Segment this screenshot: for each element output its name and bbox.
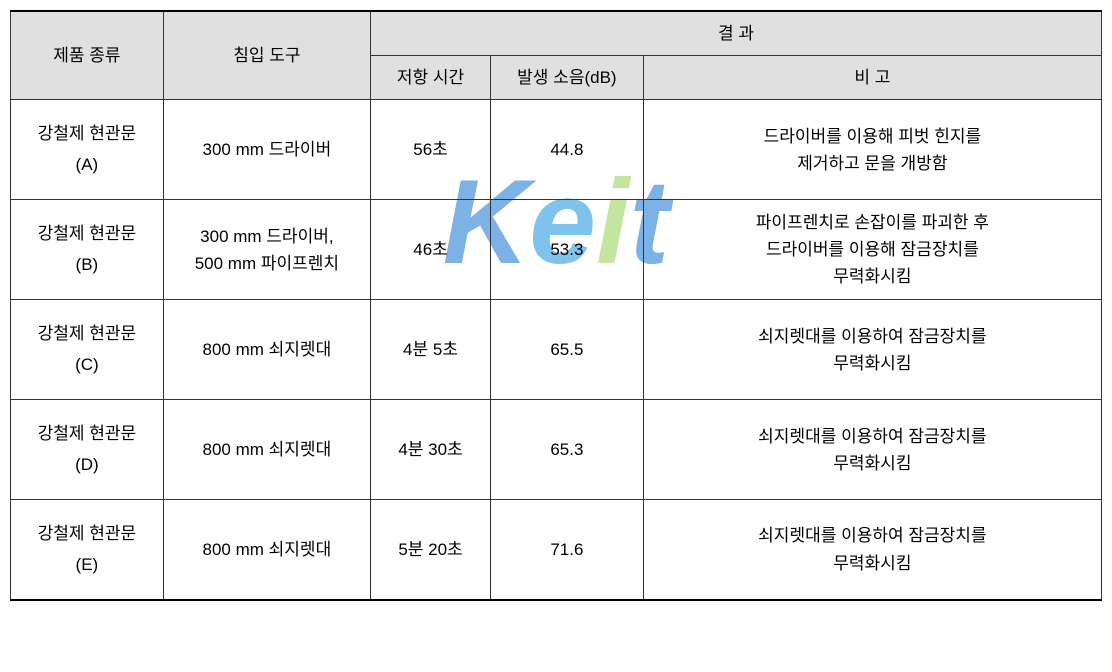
note-text: 쇠지렛대를 이용하여 잠금장치를 — [758, 526, 986, 545]
table-row: 강철제 현관문 (D) 800 mm 쇠지렛대 4분 30초 65.3 쇠지렛대… — [11, 400, 1102, 500]
note-text: 무력화시킴 — [833, 454, 911, 473]
product-name-text: 강철제 현관문 — [38, 224, 137, 243]
cell-product: 강철제 현관문 (D) — [11, 400, 164, 500]
header-product-type: 제품 종류 — [11, 11, 164, 100]
cell-product: 강철제 현관문 (B) — [11, 200, 164, 300]
product-code-text: (C) — [75, 355, 99, 374]
product-code-text: (D) — [75, 455, 99, 474]
cell-time: 46초 — [371, 200, 491, 300]
cell-tool: 800 mm 쇠지렛대 — [163, 500, 370, 600]
note-text: 드라이버를 이용해 피벗 힌지를 — [764, 127, 982, 146]
cell-noise: 71.6 — [491, 500, 644, 600]
note-text: 무력화시킴 — [833, 267, 911, 286]
note-text: 쇠지렛대를 이용하여 잠금장치를 — [758, 427, 986, 446]
note-text: 파이프렌치로 손잡이를 파괴한 후 — [756, 213, 989, 232]
note-text: 제거하고 문을 개방함 — [797, 154, 947, 173]
tool-text: 500 mm 파이프렌치 — [195, 254, 339, 273]
note-text: 쇠지렛대를 이용하여 잠금장치를 — [758, 327, 986, 346]
cell-noise: 65.3 — [491, 400, 644, 500]
cell-time: 5분 20초 — [371, 500, 491, 600]
product-name-text: 강철제 현관문 — [38, 424, 137, 443]
note-text: 무력화시킴 — [833, 554, 911, 573]
header-noise: 발생 소음(dB) — [491, 56, 644, 100]
cell-product: 강철제 현관문 (E) — [11, 500, 164, 600]
cell-note: 쇠지렛대를 이용하여 잠금장치를 무력화시킴 — [643, 300, 1101, 400]
cell-time: 4분 5초 — [371, 300, 491, 400]
table-row: 강철제 현관문 (C) 800 mm 쇠지렛대 4분 5초 65.5 쇠지렛대를… — [11, 300, 1102, 400]
cell-note: 쇠지렛대를 이용하여 잠금장치를 무력화시킴 — [643, 500, 1101, 600]
cell-tool: 300 mm 드라이버, 500 mm 파이프렌치 — [163, 200, 370, 300]
cell-noise: 44.8 — [491, 100, 644, 200]
table-row: 강철제 현관문 (E) 800 mm 쇠지렛대 5분 20초 71.6 쇠지렛대… — [11, 500, 1102, 600]
cell-product: 강철제 현관문 (A) — [11, 100, 164, 200]
cell-tool: 800 mm 쇠지렛대 — [163, 400, 370, 500]
note-text: 무력화시킴 — [833, 354, 911, 373]
product-code-text: (A) — [76, 155, 99, 174]
cell-note: 파이프렌치로 손잡이를 파괴한 후 드라이버를 이용해 잠금장치를 무력화시킴 — [643, 200, 1101, 300]
cell-noise: 53.3 — [491, 200, 644, 300]
cell-product: 강철제 현관문 (C) — [11, 300, 164, 400]
cell-time: 56초 — [371, 100, 491, 200]
header-resist-time: 저항 시간 — [371, 56, 491, 100]
product-name-text: 강철제 현관문 — [38, 524, 137, 543]
cell-time: 4분 30초 — [371, 400, 491, 500]
table-row: 강철제 현관문 (B) 300 mm 드라이버, 500 mm 파이프렌치 46… — [11, 200, 1102, 300]
note-text: 드라이버를 이용해 잠금장치를 — [766, 240, 979, 259]
cell-note: 드라이버를 이용해 피벗 힌지를 제거하고 문을 개방함 — [643, 100, 1101, 200]
header-result: 결 과 — [371, 11, 1102, 56]
tool-text: 300 mm 드라이버, — [200, 227, 333, 246]
cell-tool: 800 mm 쇠지렛대 — [163, 300, 370, 400]
product-code-text: (E) — [76, 555, 99, 574]
header-tool: 침입 도구 — [163, 11, 370, 100]
cell-noise: 65.5 — [491, 300, 644, 400]
header-note: 비 고 — [643, 56, 1101, 100]
table-row: 강철제 현관문 (A) 300 mm 드라이버 56초 44.8 드라이버를 이… — [11, 100, 1102, 200]
product-name-text: 강철제 현관문 — [38, 124, 137, 143]
results-table: 제품 종류 침입 도구 결 과 저항 시간 발생 소음(dB) 비 고 강철제 … — [10, 10, 1102, 601]
product-name-text: 강철제 현관문 — [38, 324, 137, 343]
cell-tool: 300 mm 드라이버 — [163, 100, 370, 200]
product-code-text: (B) — [76, 255, 99, 274]
cell-note: 쇠지렛대를 이용하여 잠금장치를 무력화시킴 — [643, 400, 1101, 500]
